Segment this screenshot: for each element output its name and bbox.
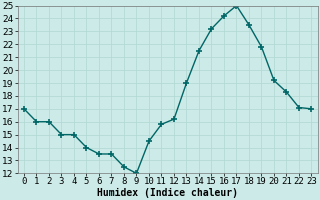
X-axis label: Humidex (Indice chaleur): Humidex (Indice chaleur) xyxy=(97,188,238,198)
